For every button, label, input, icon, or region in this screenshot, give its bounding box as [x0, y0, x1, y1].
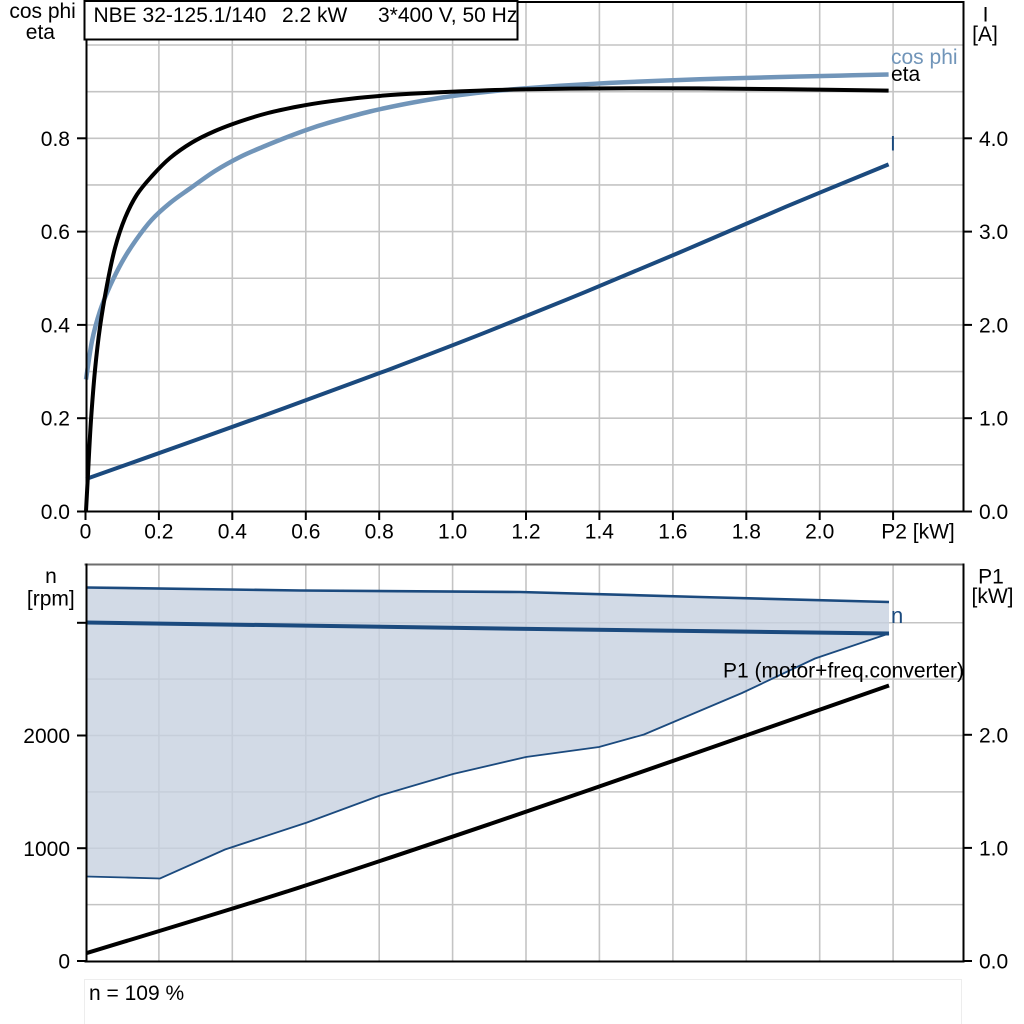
- svg-text:1.0: 1.0: [979, 408, 1008, 431]
- svg-text:1.8: 1.8: [732, 521, 761, 544]
- svg-text:1.6: 1.6: [658, 521, 687, 544]
- svg-text:eta: eta: [26, 21, 56, 44]
- svg-text:[kW]: [kW]: [972, 585, 1014, 608]
- svg-text:1.0: 1.0: [438, 521, 467, 544]
- svg-text:n: n: [891, 603, 903, 628]
- svg-text:0.2: 0.2: [144, 521, 173, 544]
- svg-text:0.4: 0.4: [218, 521, 248, 544]
- svg-text:0.6: 0.6: [291, 521, 320, 544]
- svg-text:n = 109 %: n = 109 %: [89, 982, 184, 1005]
- svg-text:P2 [kW]: P2 [kW]: [881, 521, 955, 544]
- svg-text:0.6: 0.6: [41, 221, 70, 244]
- svg-text:[rpm]: [rpm]: [27, 588, 75, 611]
- svg-text:4.0: 4.0: [979, 128, 1008, 151]
- svg-text:I: I: [890, 133, 896, 156]
- svg-text:1.0: 1.0: [979, 837, 1008, 860]
- svg-text:1.4: 1.4: [585, 521, 615, 544]
- svg-text:3.0: 3.0: [979, 221, 1008, 244]
- svg-text:2.2 kW: 2.2 kW: [282, 4, 348, 27]
- svg-text:cos phi: cos phi: [9, 0, 76, 23]
- svg-text:2.0: 2.0: [979, 724, 1008, 747]
- svg-text:P1: P1: [978, 566, 1004, 589]
- svg-text:2.0: 2.0: [979, 314, 1008, 337]
- svg-text:0.0: 0.0: [41, 501, 70, 524]
- svg-text:0.0: 0.0: [979, 501, 1008, 524]
- svg-text:0.4: 0.4: [41, 314, 71, 337]
- svg-text:2000: 2000: [23, 725, 70, 748]
- svg-text:1.2: 1.2: [511, 521, 540, 544]
- svg-text:3*400 V, 50 Hz: 3*400 V, 50 Hz: [378, 4, 517, 27]
- svg-text:1000: 1000: [23, 838, 70, 861]
- svg-text:I: I: [983, 4, 989, 27]
- svg-text:cos phi: cos phi: [891, 46, 958, 69]
- svg-text:0.0: 0.0: [979, 951, 1008, 974]
- svg-text:[A]: [A]: [972, 23, 998, 46]
- svg-text:0: 0: [58, 951, 70, 974]
- svg-text:eta: eta: [891, 63, 921, 86]
- svg-text:0.2: 0.2: [41, 408, 70, 431]
- svg-text:0.8: 0.8: [365, 521, 394, 544]
- svg-text:NBE 32-125.1/140: NBE 32-125.1/140: [94, 4, 267, 27]
- svg-text:0: 0: [80, 521, 92, 544]
- svg-text:2.0: 2.0: [805, 521, 834, 544]
- svg-text:P1 (motor+freq.converter): P1 (motor+freq.converter): [723, 660, 964, 683]
- svg-text:n: n: [45, 565, 57, 588]
- svg-text:0.8: 0.8: [41, 128, 70, 151]
